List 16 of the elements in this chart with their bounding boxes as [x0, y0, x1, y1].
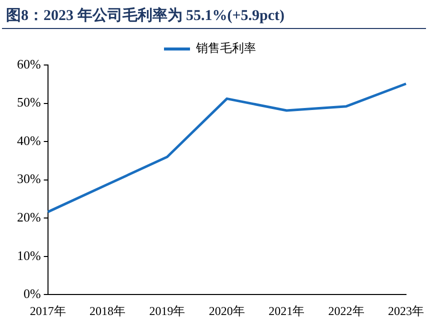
legend-label: 销售毛利率 [195, 41, 256, 56]
x-tick-label: 2018年 [90, 304, 126, 318]
x-tick-label: 2020年 [208, 304, 245, 318]
y-tick-label: 60% [16, 56, 41, 72]
x-tick-label: 2021年 [268, 304, 305, 318]
x-tick-label: 2017年 [30, 304, 66, 318]
y-tick-label: 30% [16, 171, 41, 186]
y-tick-label: 10% [16, 248, 41, 263]
chart-title: 图8：2023 年公司毛利率为 55.1%(+5.9pct) [2, 0, 426, 29]
x-tick-label: 2023年 [388, 304, 424, 318]
x-tick-label: 2022年 [328, 304, 364, 318]
y-tick-label: 50% [16, 94, 41, 110]
y-tick-label: 40% [16, 132, 41, 148]
x-tick-label: 2019年 [149, 304, 186, 318]
y-tick-label: 0% [23, 286, 41, 302]
y-tick-label: 20% [16, 209, 41, 224]
